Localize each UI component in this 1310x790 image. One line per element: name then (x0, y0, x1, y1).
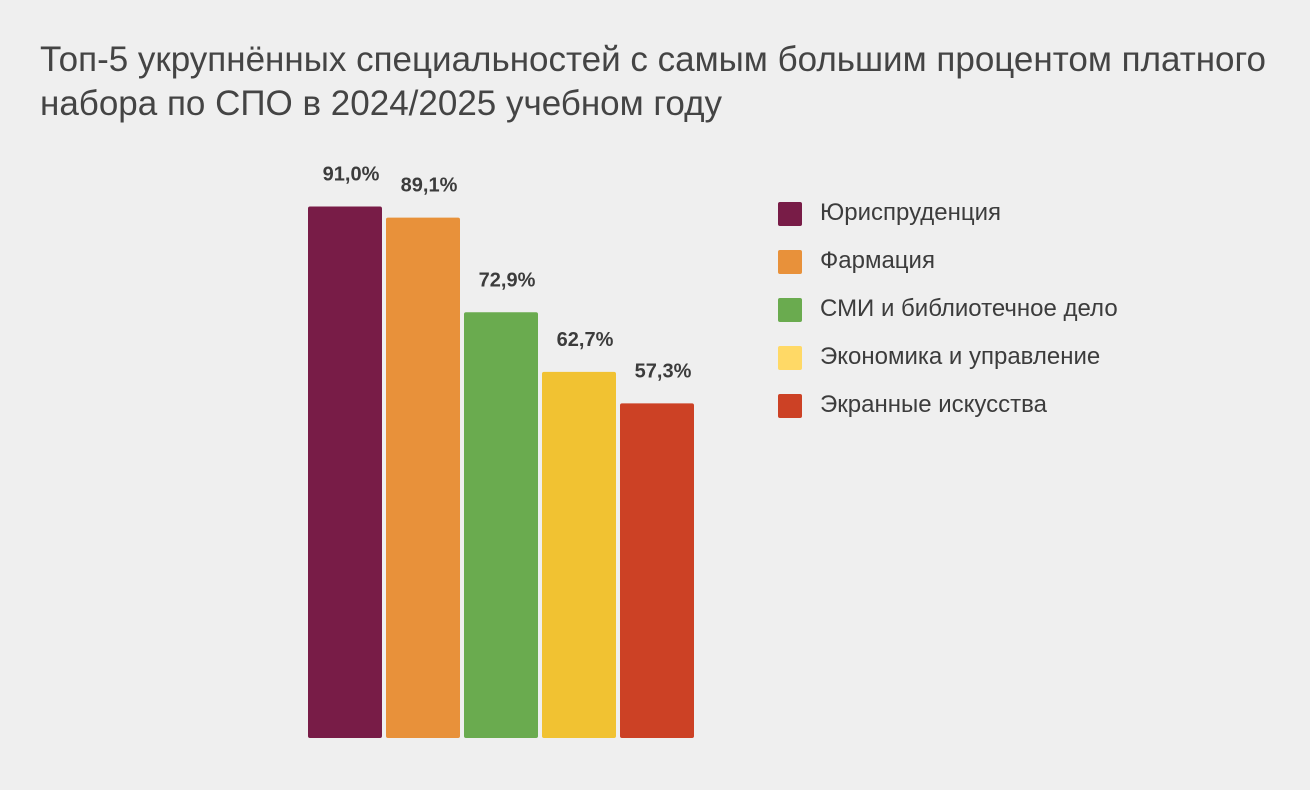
legend-item-1: Юриспруденция (778, 199, 1118, 227)
bar-value-label-4: 62,7% (557, 329, 614, 351)
legend-swatch (778, 250, 802, 274)
chart-legend: Юриспруденция Фармация СМИ и библиотечное … (778, 199, 1118, 439)
bar-value-label-2: 89,1% (401, 175, 458, 197)
legend-swatch (778, 298, 802, 322)
chart-title: Топ-5 укрупнённых специальностей с самым… (40, 40, 1266, 123)
bar-chart: 91,0% 89,1% 72,9% 62,7% 57,3% (308, 164, 694, 738)
bar-3 (464, 312, 538, 738)
legend-label: Экономика и управление (820, 343, 1101, 370)
legend-item-4: Экономика и управление (778, 343, 1118, 371)
legend-item-3: СМИ и библиотечное дело (778, 295, 1118, 323)
bar-1 (308, 206, 382, 738)
legend-swatch (778, 394, 802, 418)
bar-5 (620, 403, 694, 738)
legend-label: Фармация (820, 247, 935, 274)
legend-swatch (778, 346, 802, 370)
legend-label: Юриспруденция (820, 199, 1002, 226)
legend-item-2: Фармация (778, 247, 1118, 275)
bar-value-label-3: 72,9% (479, 269, 536, 291)
legend-label: Экранные искусства (820, 391, 1047, 418)
legend-swatch (778, 202, 802, 226)
legend-item-5: Экранные искусства (778, 391, 1118, 419)
bar-4 (542, 371, 616, 738)
bar-2 (386, 217, 460, 738)
bar-value-label-5: 57,3% (635, 360, 692, 382)
legend-label: СМИ и библиотечное дело (820, 295, 1118, 322)
bar-value-label-1: 91,0% (323, 164, 380, 186)
